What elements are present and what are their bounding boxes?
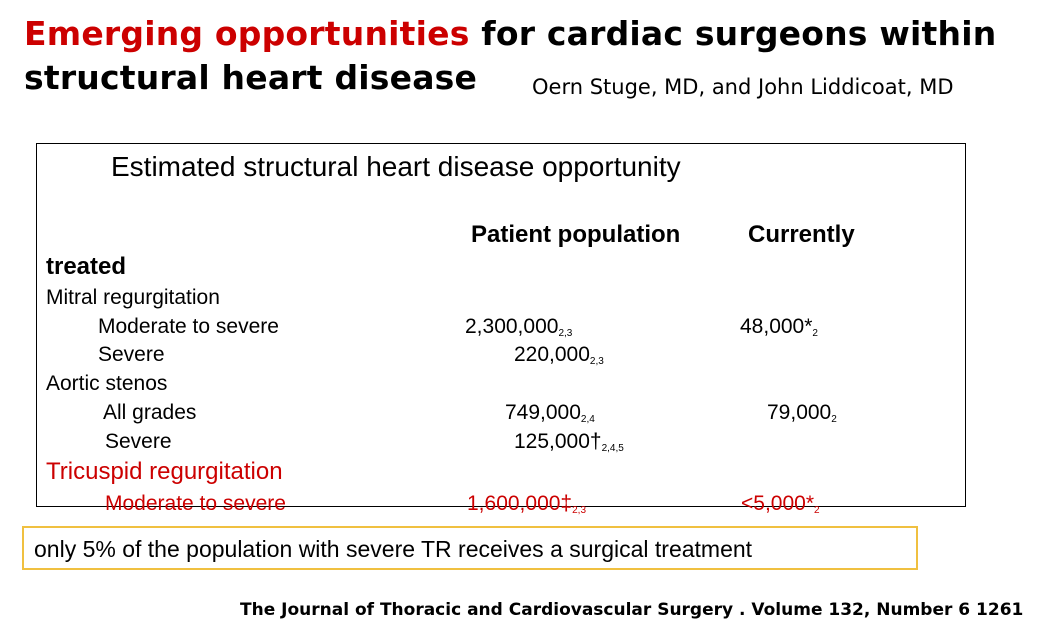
mitral-moderate-population: 2,300,0002,3 bbox=[465, 315, 573, 339]
aortic-all-label: All grades bbox=[103, 401, 197, 424]
mitral-severe-population: 220,0002,3 bbox=[514, 343, 604, 367]
citation: The Journal of Thoracic and Cardiovascul… bbox=[240, 600, 1024, 620]
aortic-all-population: 749,0002,4 bbox=[505, 401, 595, 425]
highlight-note: only 5% of the population with severe TR… bbox=[22, 526, 918, 570]
slide-title: Emerging opportunities for cardiac surge… bbox=[24, 14, 996, 54]
table-box bbox=[36, 143, 966, 507]
tricuspid-moderate-population: 1,600,000‡2,3 bbox=[467, 492, 587, 516]
mitral-severe-label: Severe bbox=[98, 343, 165, 366]
table-title: Estimated structural heart disease oppor… bbox=[111, 151, 681, 182]
mitral-moderate-label: Moderate to severe bbox=[98, 315, 279, 338]
column-header-currently: Currently bbox=[748, 221, 855, 248]
aortic-severe-label: Severe bbox=[105, 430, 172, 453]
title-line2: structural heart disease bbox=[24, 58, 478, 97]
tricuspid-moderate-treated: <5,000*2 bbox=[741, 492, 820, 516]
title-rest-line1: for cardiac surgeons within bbox=[481, 14, 997, 53]
tricuspid-moderate-label: Moderate to severe bbox=[105, 492, 286, 515]
aortic-heading: Aortic stenos bbox=[46, 372, 168, 395]
title-highlight: Emerging opportunities bbox=[24, 14, 470, 53]
authors: Oern Stuge, MD, and John Liddicoat, MD bbox=[532, 75, 954, 99]
mitral-heading: Mitral regurgitation bbox=[46, 286, 220, 309]
column-header-patient: Patient population bbox=[471, 221, 681, 248]
aortic-severe-population: 125,000†2,4,5 bbox=[514, 430, 624, 454]
column-header-treated: treated bbox=[46, 253, 127, 280]
mitral-moderate-treated: 48,000*2 bbox=[740, 315, 818, 339]
tricuspid-heading: Tricuspid regurgitation bbox=[46, 458, 283, 485]
aortic-all-treated: 79,0002 bbox=[767, 401, 837, 425]
